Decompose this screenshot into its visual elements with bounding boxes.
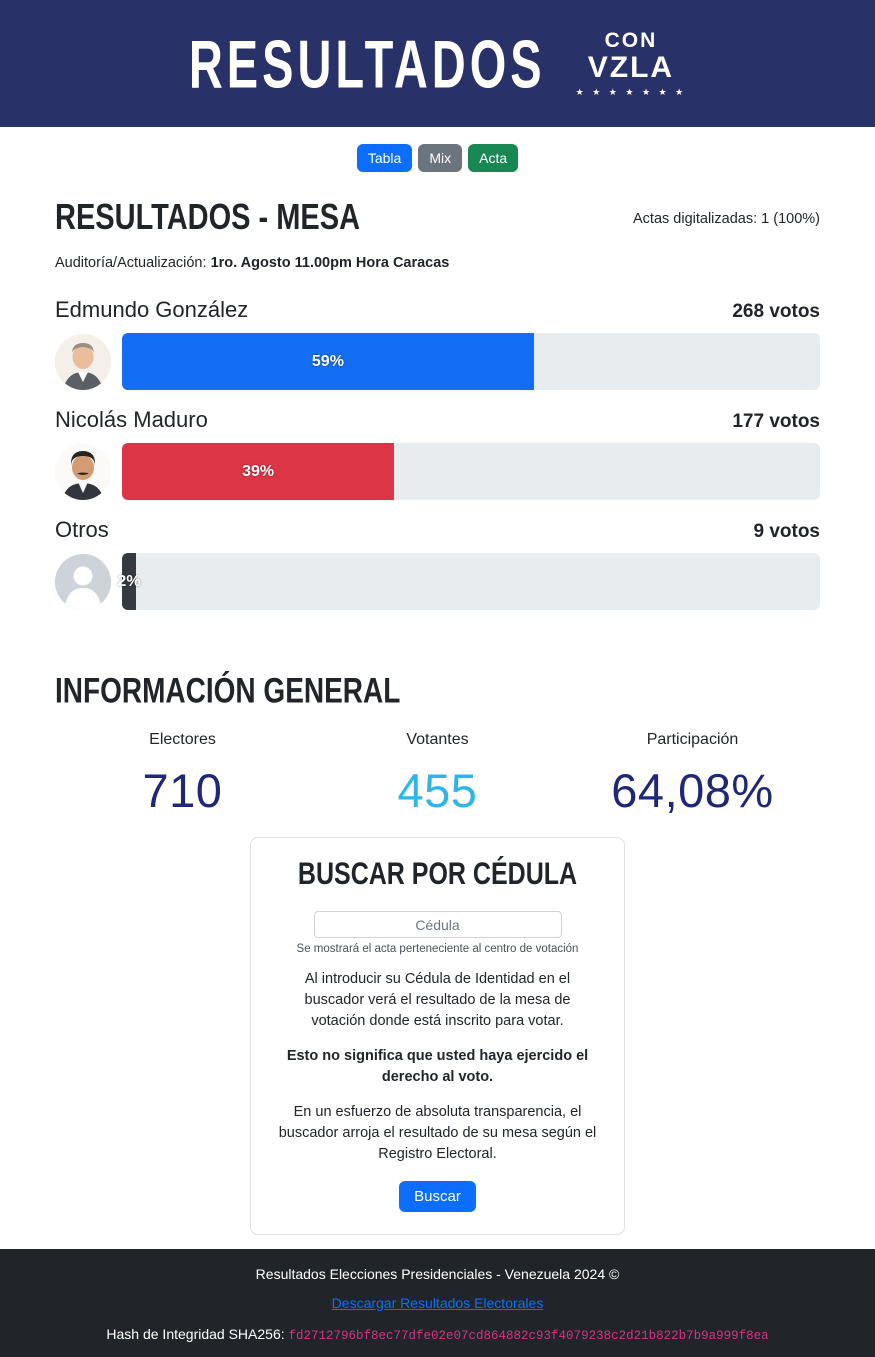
candidate-name: Nicolás Maduro bbox=[55, 407, 208, 432]
candidate-row-otros: Otros 9 votos 2% bbox=[55, 517, 820, 610]
search-card-title: BUSCAR POR CÉDULA bbox=[297, 856, 578, 892]
vote-bar-fill: 2% bbox=[117, 553, 141, 610]
download-results-link[interactable]: Descargar Resultados Electorales bbox=[331, 1295, 544, 1312]
stat-value: 455 bbox=[397, 764, 478, 817]
vote-bar-fill: 59% bbox=[122, 333, 534, 390]
stat-participacion: Participación 64,08% bbox=[565, 731, 820, 818]
candidate-votes: 177 votos bbox=[732, 411, 820, 432]
vote-bar-fill: 39% bbox=[122, 443, 395, 500]
candidate-votes: 268 votos bbox=[732, 301, 820, 322]
tab-tabla[interactable]: Tabla bbox=[356, 144, 413, 172]
search-disclaimer: Esto no significa que usted haya ejercid… bbox=[286, 1048, 589, 1086]
stat-electores: Electores 710 bbox=[55, 731, 310, 818]
stat-label: Electores bbox=[149, 731, 216, 748]
tab-acta[interactable]: Acta bbox=[468, 144, 519, 172]
footer-copyright: Resultados Elecciones Presidenciales - V… bbox=[255, 1266, 620, 1283]
vote-bar-track: 59% bbox=[122, 333, 820, 390]
person-photo-icon bbox=[55, 443, 111, 500]
candidate-row-nicolas-maduro: Nicolás Maduro 177 votos 39% bbox=[55, 407, 820, 500]
vote-percent-label: 39% bbox=[242, 462, 275, 480]
candidate-avatar-maduro bbox=[55, 443, 111, 500]
general-stats: Electores 710 Votantes 455 Participación… bbox=[55, 731, 820, 818]
convzla-logo: CON VZLA ★ ★ ★ ★ ★ ★ ★ bbox=[576, 30, 686, 97]
buscar-button[interactable]: Buscar bbox=[399, 1181, 476, 1213]
candidate-row-edmundo-gonzalez: Edmundo González 268 votos 59% bbox=[55, 297, 820, 390]
candidate-name: Otros bbox=[55, 517, 109, 542]
stat-value: 710 bbox=[142, 764, 223, 817]
integrity-hash-line: Hash de Integridad SHA256: fd2712796bf8e… bbox=[0, 1326, 875, 1343]
vote-bar-track: 39% bbox=[122, 443, 820, 500]
cedula-helper-text: Se mostrará el acta perteneciente al cen… bbox=[296, 943, 579, 955]
info-general-title: INFORMACIÓN GENERAL bbox=[55, 671, 401, 710]
audit-timestamp: Auditoría/Actualización: 1ro. Agosto 11.… bbox=[55, 255, 820, 271]
stat-votantes: Votantes 455 bbox=[310, 731, 565, 818]
results-header: RESULTADOS - MESA Actas digitalizadas: 1… bbox=[55, 198, 820, 238]
logo-text-vzla: VZLA bbox=[587, 51, 675, 84]
search-description-2: En un esfuerzo de absoluta transparencia… bbox=[278, 1104, 597, 1163]
audit-value: 1ro. Agosto 11.00pm Hora Caracas bbox=[210, 255, 450, 271]
candidate-votes: 9 votos bbox=[753, 521, 820, 542]
candidate-results: Edmundo González 268 votos 59% bbox=[55, 297, 820, 610]
stat-label: Participación bbox=[646, 731, 739, 748]
search-description-1: Al introducir su Cédula de Identidad en … bbox=[304, 971, 571, 1030]
hash-value: fd2712796bf8ec77dfe02e07cd864882c93f4079… bbox=[288, 1329, 769, 1344]
candidate-avatar-edmundo bbox=[55, 333, 111, 390]
vote-percent-label: 2% bbox=[117, 572, 141, 590]
page-title: RESULTADOS bbox=[188, 25, 546, 102]
app-footer: Resultados Elecciones Presidenciales - V… bbox=[0, 1249, 875, 1357]
app-header: RESULTADOS CON VZLA ★ ★ ★ ★ ★ ★ ★ bbox=[0, 0, 875, 127]
candidate-name: Edmundo González bbox=[55, 297, 249, 322]
audit-label: Auditoría/Actualización: bbox=[55, 255, 207, 271]
main-content: RESULTADOS - MESA Actas digitalizadas: 1… bbox=[55, 198, 820, 1236]
vote-percent-label: 59% bbox=[311, 352, 344, 370]
person-placeholder-icon bbox=[55, 553, 111, 610]
logo-text-con: CON bbox=[604, 29, 658, 52]
actas-digitalizadas-status: Actas digitalizadas: 1 (100%) bbox=[633, 210, 820, 227]
results-title: RESULTADOS - MESA bbox=[55, 197, 361, 238]
vote-bar-track: 2% bbox=[117, 553, 820, 610]
view-tabs: Tabla Mix Acta bbox=[0, 144, 875, 172]
tab-mix[interactable]: Mix bbox=[418, 144, 463, 172]
stat-label: Votantes bbox=[406, 731, 469, 748]
stat-value: 64,08% bbox=[611, 764, 774, 817]
logo-stars-icon: ★ ★ ★ ★ ★ ★ ★ bbox=[575, 87, 687, 97]
hash-label: Hash de Integridad SHA256: bbox=[106, 1326, 285, 1343]
cedula-input[interactable] bbox=[313, 911, 562, 938]
search-by-cedula-card: BUSCAR POR CÉDULA Se mostrará el acta pe… bbox=[250, 837, 625, 1236]
generic-person-avatar bbox=[55, 553, 111, 610]
person-photo-icon bbox=[55, 333, 111, 390]
